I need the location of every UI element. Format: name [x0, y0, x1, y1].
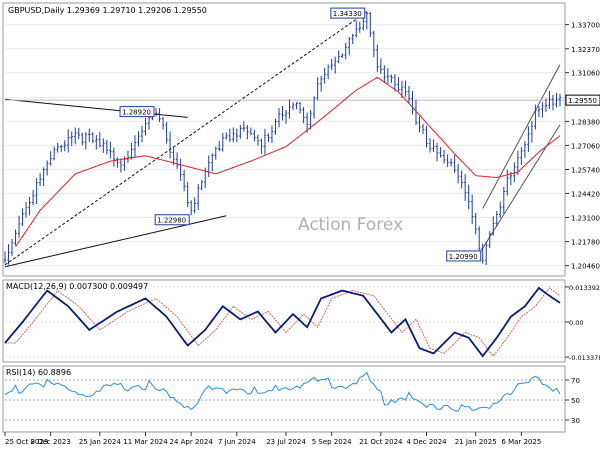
- price-annotation-label: 1.28920: [122, 109, 151, 117]
- watermark: Action Forex: [298, 215, 403, 235]
- rsi-axis: 70 50 30: [565, 377, 580, 425]
- rsi-header: RSI(14) 60.8896: [6, 368, 71, 377]
- price-tick-label: 1.23100: [571, 215, 600, 223]
- dashed-trendline: [4, 11, 368, 266]
- rsi-line: [4, 371, 561, 412]
- date-tick-label: 24 Apr 2024: [170, 438, 214, 446]
- macd-panel-frame: [2, 279, 566, 363]
- date-tick-label: 5 Sep 2024: [312, 438, 352, 446]
- macd-header: MACD(12,26,9) 0.007300 0.009497: [6, 282, 148, 291]
- date-tick-label: 23 Jul 2024: [266, 438, 306, 446]
- price-gridlines: [5, 24, 565, 267]
- price-tick-label: 1.33700: [571, 22, 600, 30]
- rsi-panel-frame: [2, 365, 566, 433]
- current-price-label: 1.29550: [568, 97, 597, 105]
- price-panel-frame: [2, 2, 566, 277]
- date-tick-label: 25 Oct 2023: [5, 438, 48, 446]
- price-tick-label: 1.20460: [571, 263, 600, 271]
- price-tick-label: 1.21780: [571, 239, 600, 247]
- rsi-tick-label: 50: [571, 397, 580, 405]
- price-annotation-label: 1.20990: [449, 253, 478, 261]
- price-tick-label: 1.27060: [571, 142, 600, 150]
- price-axis: 1.20460 1.21780 1.23100 1.24420 1.25740 1.270…: [565, 22, 600, 271]
- date-tick-label: 8 Dec 2023: [31, 438, 71, 446]
- macd-tick-label: -0.013378: [569, 354, 600, 362]
- date-tick-label: 25 Jan 2024: [79, 438, 122, 446]
- macd-signal-line: [5, 287, 561, 357]
- price-annotation-box: [119, 106, 155, 118]
- current-price-box: [565, 94, 600, 106]
- macd-lines: [4, 286, 561, 358]
- price-header: GBPUSD,Daily 1.29369 1.29710 1.29206 1.2…: [8, 6, 207, 15]
- date-tick-label: 6 Mar 2025: [501, 438, 541, 446]
- rsi-tick-label: 70: [571, 377, 580, 385]
- rsi-tick-label: 30: [571, 417, 580, 425]
- price-tick-label: 1.28380: [571, 118, 600, 126]
- date-tick-label: 21 Jan 2025: [455, 438, 497, 446]
- rsi-gridlines: [5, 379, 565, 421]
- price-tick-label: 1.31060: [571, 70, 600, 78]
- price-annotation-box: [154, 214, 190, 226]
- price-tick-label: 1.25740: [571, 166, 600, 174]
- channel-upper-line: [482, 64, 561, 209]
- date-tick-label: 21 Oct 2024: [359, 438, 403, 446]
- price-annotation-box: [446, 250, 482, 262]
- moving-average-line: [15, 76, 561, 247]
- date-tick-label: 7 Jun 2024: [218, 438, 256, 446]
- macd-tick-label: 0.013392: [569, 284, 600, 292]
- price-tick-label: 1.32370: [571, 46, 600, 54]
- price-annotation-box: [330, 7, 366, 19]
- price-tick-label: 1.24420: [571, 191, 600, 199]
- price-annotations: 1.28920 1.22980 1.34330 1.20990: [119, 7, 482, 262]
- macd-line: [4, 286, 561, 358]
- rsi-line: [4, 371, 561, 412]
- price-annotation-label: 1.34330: [333, 10, 362, 18]
- macd-tick-label: 0.00: [569, 319, 583, 327]
- macd-axis: 0.013392 0.00 -0.013378: [565, 284, 600, 362]
- date-tick-label: 11 Mar 2024: [123, 438, 168, 446]
- upper-trendline: [4, 98, 188, 118]
- date-tick-label: 4 Dec 2024: [406, 438, 447, 446]
- price-candles: [3, 11, 562, 265]
- price-annotation-label: 1.22980: [157, 217, 186, 225]
- price-moving-average: [15, 76, 561, 247]
